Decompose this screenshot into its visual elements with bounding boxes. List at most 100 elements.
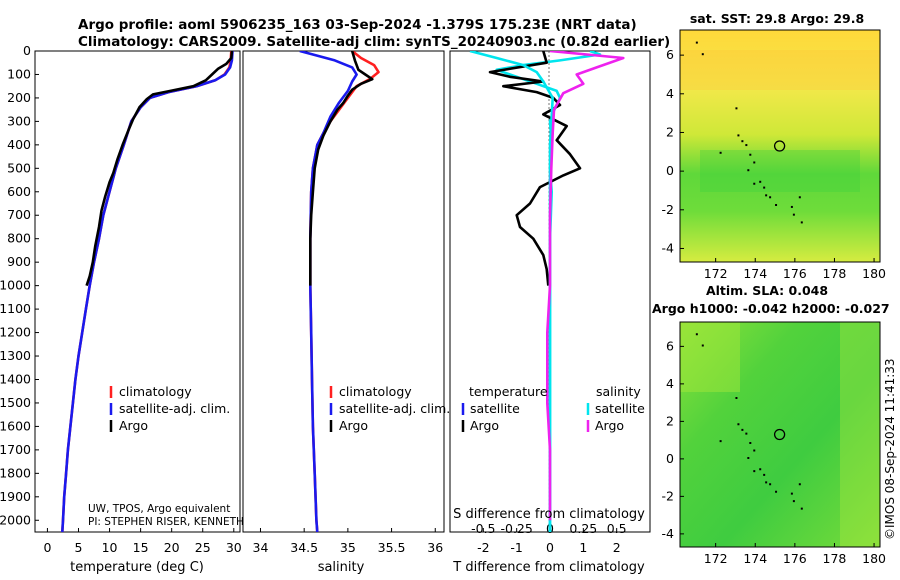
- x-tick-label: 2: [613, 540, 621, 555]
- argo-location-marker: [773, 140, 786, 152]
- legend-climatology-label: climatology: [119, 384, 192, 399]
- depth-tick-label: 700: [7, 207, 31, 222]
- x-tick-label: 25: [195, 540, 211, 555]
- legend-t-argo-label: Argo: [470, 418, 499, 433]
- depth-tick-label: 500: [7, 160, 31, 175]
- salinity-tick-labels: 34 34.5 35 35.5 36: [253, 528, 443, 555]
- map-x-tick-label: 176: [783, 266, 807, 281]
- x-tick-label: 34.5: [290, 540, 318, 555]
- x2-tick-label: -0.25: [500, 521, 532, 536]
- island-dot: [775, 204, 778, 206]
- difference-legend: temperature salinity satellite Argo sate…: [461, 384, 645, 433]
- map-x-tick-label: 174: [743, 551, 767, 566]
- island-dot: [765, 194, 768, 197]
- island-dot: [763, 473, 766, 476]
- x-tick-label: -2: [477, 540, 489, 555]
- x-tick-label: 10: [102, 540, 118, 555]
- x-tick-label: 20: [164, 540, 180, 555]
- legend-argo-label: Argo: [119, 418, 148, 433]
- depth-tick-label: 600: [7, 184, 31, 199]
- sla-map-islands: [695, 333, 803, 510]
- map-x-tick-label: 172: [704, 551, 728, 566]
- series-line-argo: [308, 51, 374, 286]
- island-dot: [741, 140, 744, 143]
- t-difference-tick-labels: -2 -1 0 1 2: [477, 528, 621, 555]
- map-x-tick-label: 172: [704, 266, 728, 281]
- island-dot: [798, 483, 801, 486]
- map-x-tick-label: 178: [823, 551, 847, 566]
- island-dot: [753, 182, 756, 185]
- legend-s-argo-label: Argo: [595, 418, 624, 433]
- note-line2: PI: STEPHEN RISER, KENNETH: [88, 516, 244, 528]
- map-y-tick-label: 0: [666, 451, 674, 466]
- island-dot: [701, 344, 704, 347]
- depth-tick-label: 1500: [0, 395, 31, 410]
- x-tick-label: 15: [133, 540, 149, 555]
- sla-map-light-patch-2: [840, 322, 880, 547]
- series-line-satellite-adj--clim-: [61, 51, 234, 532]
- island-dot: [741, 428, 744, 431]
- sla-map-title: Altim. SLA: 0.048: [706, 283, 828, 298]
- series-line-satellite-adj--clim-: [299, 51, 358, 532]
- sst-map-islands: [695, 41, 803, 224]
- map-y-tick-label: -4: [662, 526, 675, 541]
- depth-tick-label: 300: [7, 113, 31, 128]
- map-y-tick-label: 4: [666, 376, 674, 391]
- island-dot: [745, 432, 748, 435]
- island-dot: [759, 468, 762, 471]
- depth-tick-label: 200: [7, 90, 31, 105]
- sla-map-light-patch: [680, 322, 740, 392]
- salinity-axes-box: [242, 50, 445, 533]
- temperature-lines: [61, 51, 234, 532]
- imos-timestamp: ©IMOS 08-Sep-2024 11:41:33: [883, 358, 897, 540]
- sst-map-green-band: [700, 150, 860, 192]
- island-dot: [735, 397, 738, 399]
- x-tick-label: 35.5: [378, 540, 406, 555]
- temperature-xlabel: temperature (deg C): [70, 560, 204, 575]
- island-dot: [775, 490, 778, 493]
- island-dot: [701, 53, 704, 56]
- island-dot: [800, 221, 803, 224]
- depth-tick-label: 1100: [0, 301, 31, 316]
- island-dot: [737, 423, 740, 426]
- sla-map-title2: Argo h1000: -0.042 h2000: -0.027: [652, 301, 890, 316]
- salinity-lines: [299, 51, 380, 532]
- map-x-tick-label: 174: [743, 266, 767, 281]
- island-dot: [790, 205, 793, 208]
- legend-s-satellite-label: satellite: [595, 401, 645, 416]
- x-tick-label: 0: [546, 540, 554, 555]
- island-dot: [753, 449, 756, 452]
- figure-title-line1: Argo profile: aoml 5906235_163 03-Sep-20…: [78, 17, 637, 33]
- legend-temperature-title: temperature: [469, 384, 548, 399]
- map-x-tick-label: 180: [862, 551, 886, 566]
- note-line1: UW, TPOS, Argo equivalent: [88, 503, 230, 515]
- legend-climatology-label: climatology: [339, 384, 412, 399]
- island-dot: [798, 196, 801, 199]
- depth-tick-label: 1700: [0, 442, 31, 457]
- series-line-salinity-argo: [545, 51, 625, 521]
- difference-panel: -2 -1 0 1 2 -0.5 -0.25 0 0.25 0.5 T difference f…: [449, 50, 651, 575]
- depth-tick-label: 800: [7, 231, 31, 246]
- temperature-tick-labels: 0 5 10 15 20 25 30: [43, 528, 242, 555]
- island-dot: [792, 500, 795, 503]
- depth-tick-label: 1200: [0, 325, 31, 340]
- depth-tick-label: 2000: [0, 512, 31, 527]
- difference-xlabel: T difference from climatology: [452, 560, 645, 575]
- temperature-axes-box: [34, 50, 241, 533]
- map-y-tick-label: 2: [666, 124, 674, 139]
- island-dot: [759, 180, 762, 183]
- difference-xlabel2: S difference from climatology: [453, 507, 645, 522]
- x2-tick-label: 0.5: [607, 521, 627, 536]
- depth-tick-label: 1800: [0, 465, 31, 480]
- x-tick-label: 34: [253, 540, 269, 555]
- sst-map-tick-labels: 172 174 176 178 180 -4 -2 0 2 4 6: [662, 47, 887, 281]
- difference-lines: [469, 51, 625, 532]
- island-dot: [719, 151, 722, 154]
- legend-satellite-label: satellite-adj. clim.: [339, 401, 450, 416]
- x-tick-label: -1: [510, 540, 522, 555]
- sst-map-title: sat. SST: 29.8 Argo: 29.8: [690, 11, 864, 26]
- island-dot: [735, 107, 738, 110]
- map-x-tick-label: 176: [783, 551, 807, 566]
- map-x-tick-label: 180: [862, 266, 886, 281]
- legend-t-satellite-label: satellite: [470, 401, 520, 416]
